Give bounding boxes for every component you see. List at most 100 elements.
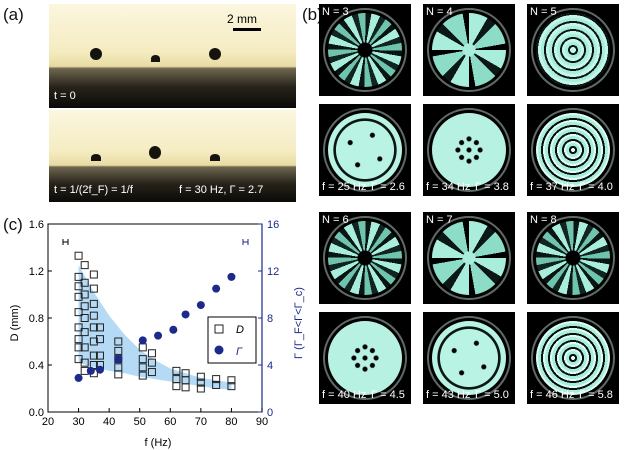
d-point [89,323,98,332]
d-point [114,346,123,355]
container-ring [531,8,615,92]
d-point [172,382,181,391]
pattern-n5-top: N = 5 [527,4,619,96]
gamma-point [227,272,236,281]
gamma-series [74,272,236,382]
pattern-n5-bottom: f = 37 Hz Γ = 4.0 [527,104,619,196]
container-ring [323,8,407,92]
container-ring [323,108,407,192]
y-left-tick-label: 0.8 [29,313,44,325]
d-point [89,270,98,279]
d-point [80,261,89,270]
legend-gamma-label: Γ [236,346,243,358]
pattern-n7-bottom: f = 43 Hz Γ = 5.0 [423,312,515,404]
diameter-gamma-chart: 20 30 40 50 60 70 80 90 0.0 0.4 0.8 1.2 1.6 0 4 8 12 16 f… [9,219,305,449]
container-ring [323,216,407,300]
d-point [95,335,104,344]
container-ring [427,316,511,400]
d-point [147,358,156,367]
d-point [95,323,104,332]
legend-circle-marker [214,345,224,355]
n-label: N = 4 [426,6,453,18]
container-ring [531,316,615,400]
d-point [138,355,147,364]
freq-label: f = 25 Hz [322,181,367,193]
y-left-tick-label: 1.6 [29,219,44,231]
gamma-label: Γ = 5.8 [579,389,613,401]
x-tick-label: 30 [72,416,84,428]
error-bar-left [62,239,69,245]
d-point [74,343,83,352]
x-tick-label: 50 [134,416,146,428]
drop-lattice [432,113,506,187]
d-point [114,337,123,346]
d-point [181,383,190,392]
time-label-top: t = 0 [54,90,76,102]
y-right-tick-label: 0 [267,407,273,419]
droplet-left [90,48,102,60]
faraday-pattern [536,221,610,295]
tick-labels: 20 30 40 50 60 70 80 90 0.0 0.4 0.8 1.2 1.6 0 4 8 12 16 [29,219,280,428]
y-right-tick-label: 8 [267,313,273,325]
container-ring [323,316,407,400]
droplet-left [91,154,101,161]
panel-a-label: (a) [3,5,24,24]
drop-lattice [432,321,506,395]
legend-box [207,316,257,364]
x-axis-title: f (Hz) [145,437,172,449]
d-point [147,368,156,377]
pattern-n4-top: N = 4 [423,4,515,96]
droplet-right [210,154,220,161]
d-point [196,384,205,393]
freq-label: f = 46 Hz [530,389,575,401]
gamma-point [169,325,178,334]
axes [47,223,263,413]
gamma-point [114,355,123,364]
gamma-point [95,365,104,374]
d-point [227,382,236,391]
legend-square-marker [214,324,224,334]
legend-d-label: D [236,324,244,336]
gamma-point [86,366,95,375]
y-right-tick-label: 4 [267,360,273,372]
d-point [138,363,147,372]
droplet-center [151,55,160,62]
y-right-tick-label: 12 [267,266,279,278]
droplet-right [209,48,221,60]
n-label: N = 6 [322,214,349,226]
d-point [196,378,205,387]
panel-b-label: (b) [302,5,323,24]
n-label: N = 8 [530,214,557,226]
drop-lattice [328,113,402,187]
x-tick-label: 70 [195,416,207,428]
d-point [138,343,147,352]
y-left-tick-label: 0.4 [29,360,44,372]
scale-bar [233,28,261,31]
gamma-label: Γ = 2.6 [371,181,405,193]
faraday-pattern [432,13,506,87]
x-tick-label: 40 [103,416,115,428]
y-right-tick-label: 16 [267,219,279,231]
d-point [227,376,236,385]
freq-label: f = 40 Hz [322,389,367,401]
gamma-label: Γ = 3.8 [475,181,509,193]
d-point [80,343,89,352]
freq-label: f = 43 Hz [426,389,471,401]
d-point [74,292,83,301]
x-tick-label: 60 [164,416,176,428]
x-tick-label: 90 [256,416,268,428]
d-point [80,290,89,299]
d-point [89,311,98,320]
gamma-point [212,284,221,293]
d-point [89,299,98,308]
pattern-n7-top: N = 7 [423,212,515,304]
params-label-bottom: f = 30 Hz, Γ = 2.7 [179,184,264,196]
container-ring [427,8,511,92]
freq-label: f = 34 Hz [426,181,471,193]
gamma-label: Γ = 4.5 [371,389,405,401]
d-point [95,351,104,360]
pattern-n6-top: N = 6 [319,212,411,304]
y-right-axis-title: Γ (Γ_F<Γ<Γ_c) [293,287,305,359]
faraday-pattern [328,13,402,87]
d-point [89,284,98,293]
